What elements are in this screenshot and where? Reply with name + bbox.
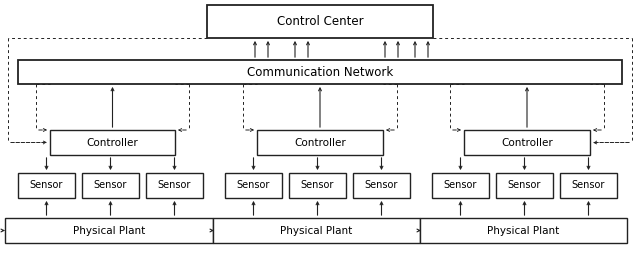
Bar xyxy=(496,173,553,198)
Text: Sensor: Sensor xyxy=(572,181,605,190)
Text: Sensor: Sensor xyxy=(30,181,63,190)
Text: Controller: Controller xyxy=(86,138,138,148)
Text: Sensor: Sensor xyxy=(237,181,270,190)
Bar xyxy=(146,173,203,198)
Bar xyxy=(420,218,627,243)
Text: Physical Plant: Physical Plant xyxy=(280,226,353,235)
Text: Sensor: Sensor xyxy=(444,181,477,190)
Text: Controller: Controller xyxy=(294,138,346,148)
Bar xyxy=(18,173,75,198)
Text: Physical Plant: Physical Plant xyxy=(73,226,145,235)
Bar xyxy=(18,60,622,84)
Bar xyxy=(289,173,346,198)
Bar xyxy=(560,173,617,198)
Bar xyxy=(50,130,175,155)
Text: Sensor: Sensor xyxy=(301,181,334,190)
Text: Communication Network: Communication Network xyxy=(247,65,393,78)
Bar xyxy=(464,130,590,155)
Text: Sensor: Sensor xyxy=(94,181,127,190)
Text: Controller: Controller xyxy=(501,138,553,148)
Text: Sensor: Sensor xyxy=(365,181,398,190)
Bar xyxy=(257,130,383,155)
Bar xyxy=(213,218,420,243)
Text: Sensor: Sensor xyxy=(508,181,541,190)
Bar xyxy=(5,218,213,243)
Bar xyxy=(353,173,410,198)
Bar xyxy=(432,173,489,198)
Text: Control Center: Control Center xyxy=(276,15,364,28)
Bar xyxy=(225,173,282,198)
Text: Sensor: Sensor xyxy=(158,181,191,190)
Bar xyxy=(82,173,139,198)
Text: Physical Plant: Physical Plant xyxy=(488,226,559,235)
Bar xyxy=(207,5,433,38)
